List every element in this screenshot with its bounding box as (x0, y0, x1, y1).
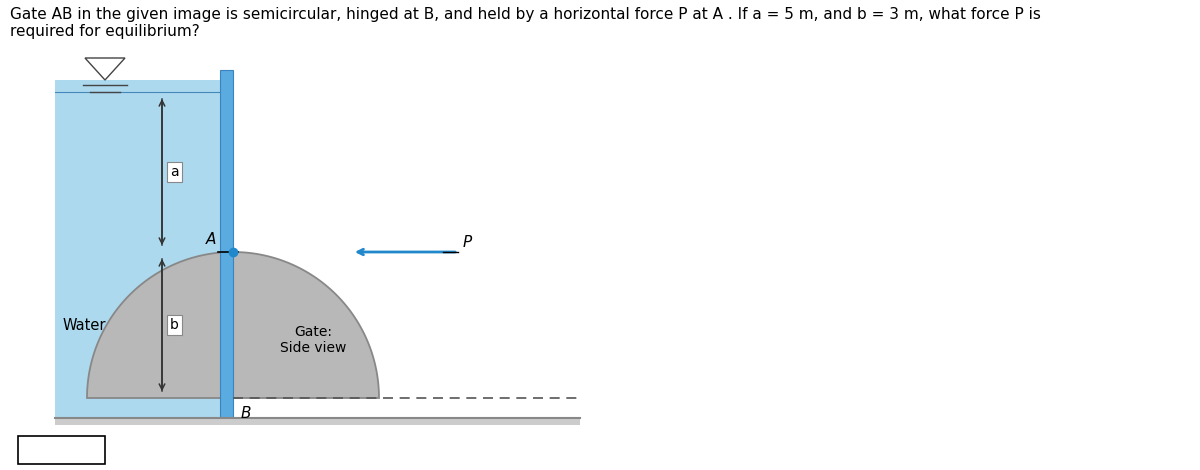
Polygon shape (55, 80, 220, 418)
Text: P: P (463, 235, 473, 250)
Text: b: b (170, 318, 179, 332)
Polygon shape (220, 70, 233, 418)
Text: Gate AB in the given image is semicircular, hinged at B, and held by a horizonta: Gate AB in the given image is semicircul… (10, 7, 1040, 39)
Polygon shape (85, 58, 125, 80)
Text: Water: Water (64, 318, 107, 332)
Text: a: a (170, 165, 179, 179)
Text: B: B (241, 406, 252, 421)
Polygon shape (55, 418, 580, 425)
Polygon shape (86, 252, 379, 398)
Polygon shape (18, 436, 106, 464)
Text: Gate:
Side view: Gate: Side view (280, 324, 347, 355)
Text: A: A (205, 232, 216, 247)
